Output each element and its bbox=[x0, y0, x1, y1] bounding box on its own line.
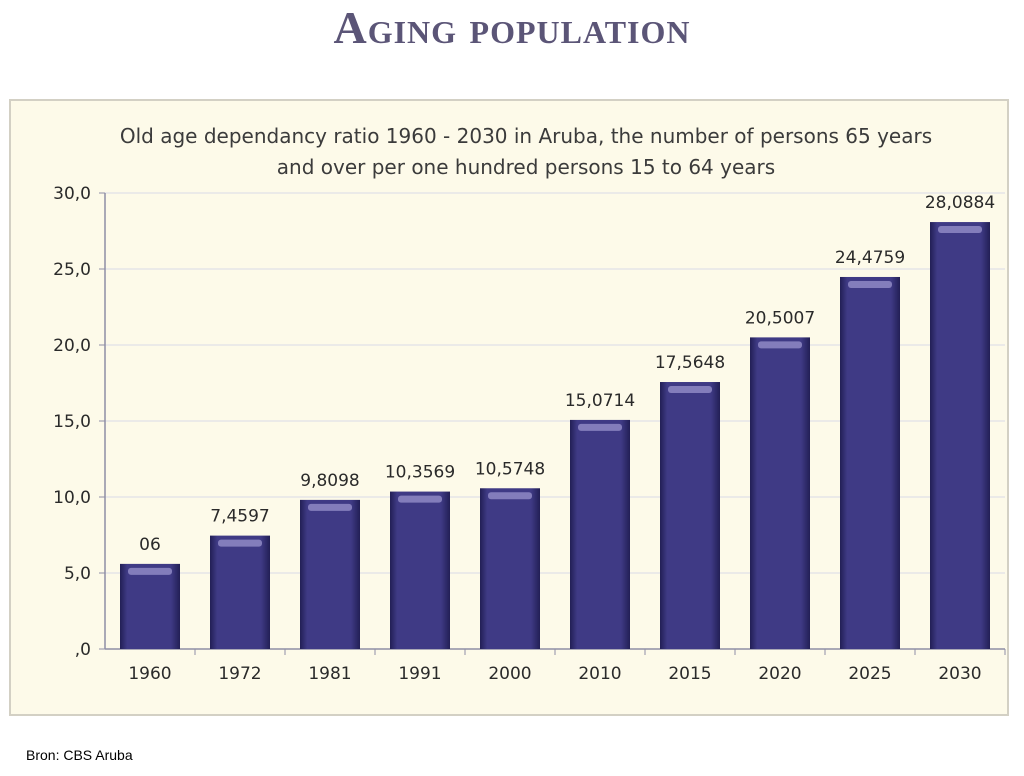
y-tick-label: 30,0 bbox=[53, 184, 91, 204]
data-label-1972: 7,4597 bbox=[210, 507, 269, 527]
y-tick-label: 25,0 bbox=[53, 260, 91, 280]
bar-2015 bbox=[660, 382, 720, 649]
bar-2025 bbox=[840, 276, 900, 649]
bar-highlight bbox=[218, 539, 262, 547]
y-tick-label: 20,0 bbox=[53, 336, 91, 356]
bar-highlight bbox=[668, 386, 712, 394]
bar-2010 bbox=[570, 419, 630, 649]
data-label-2025: 24,4759 bbox=[835, 248, 905, 268]
bars bbox=[120, 222, 990, 649]
x-tick-label-2010: 2010 bbox=[578, 664, 621, 684]
bar-highlight bbox=[488, 492, 532, 500]
bar-chart: ,0 5,0 10,0 15,0 20,0 25,0 30,0 06 1960 7,4597 197… bbox=[53, 184, 1006, 684]
bar-1960 bbox=[120, 563, 180, 649]
chart-frame: Old age dependancy ratio 1960 - 2030 in … bbox=[9, 99, 1009, 716]
bar-2000 bbox=[480, 488, 540, 649]
data-label-2015: 17,5648 bbox=[655, 353, 725, 373]
bar-highlight bbox=[848, 280, 892, 288]
data-label-2000: 10,5748 bbox=[475, 459, 545, 479]
bar-highlight bbox=[398, 495, 442, 503]
x-tick-label-2000: 2000 bbox=[488, 664, 531, 684]
data-label-2030: 28,0884 bbox=[925, 193, 995, 213]
bar-2030 bbox=[930, 222, 990, 649]
x-tick-label-2015: 2015 bbox=[668, 664, 711, 684]
x-tick-label-2025: 2025 bbox=[848, 664, 891, 684]
y-tick-label: 15,0 bbox=[53, 412, 91, 432]
bar-highlight bbox=[128, 567, 172, 575]
x-tick-label-2020: 2020 bbox=[758, 664, 801, 684]
y-tick-label: ,0 bbox=[75, 640, 91, 660]
bar-1981 bbox=[300, 499, 360, 649]
chart-title: Old age dependancy ratio 1960 - 2030 in … bbox=[119, 124, 933, 179]
labels: ,0 5,0 10,0 15,0 20,0 25,0 30,0 06 1960 7,4597 197… bbox=[53, 184, 995, 684]
x-tick-label-1991: 1991 bbox=[398, 664, 441, 684]
data-label-1991: 10,3569 bbox=[385, 463, 455, 483]
bar-1972 bbox=[210, 535, 270, 649]
bar-1991 bbox=[390, 491, 450, 649]
x-tick-label-1972: 1972 bbox=[218, 664, 261, 684]
source-note: Bron: CBS Aruba bbox=[26, 747, 133, 763]
data-label-1960: 06 bbox=[139, 535, 161, 555]
bar-highlight bbox=[578, 423, 622, 431]
bar-2020 bbox=[750, 337, 810, 649]
bar-highlight bbox=[758, 341, 802, 349]
bar-highlight bbox=[308, 503, 352, 511]
data-label-2020: 20,5007 bbox=[745, 308, 815, 328]
data-label-2010: 15,0714 bbox=[565, 391, 635, 411]
x-tick-label-1960: 1960 bbox=[128, 664, 171, 684]
x-tick-label-1981: 1981 bbox=[308, 664, 351, 684]
data-label-1981: 9,8098 bbox=[300, 471, 359, 491]
y-tick-label: 10,0 bbox=[53, 488, 91, 508]
bar-highlight bbox=[938, 226, 982, 234]
y-tick-label: 5,0 bbox=[64, 564, 91, 584]
slide-title: Aging population bbox=[333, 2, 691, 53]
x-tick-label-2030: 2030 bbox=[938, 664, 981, 684]
